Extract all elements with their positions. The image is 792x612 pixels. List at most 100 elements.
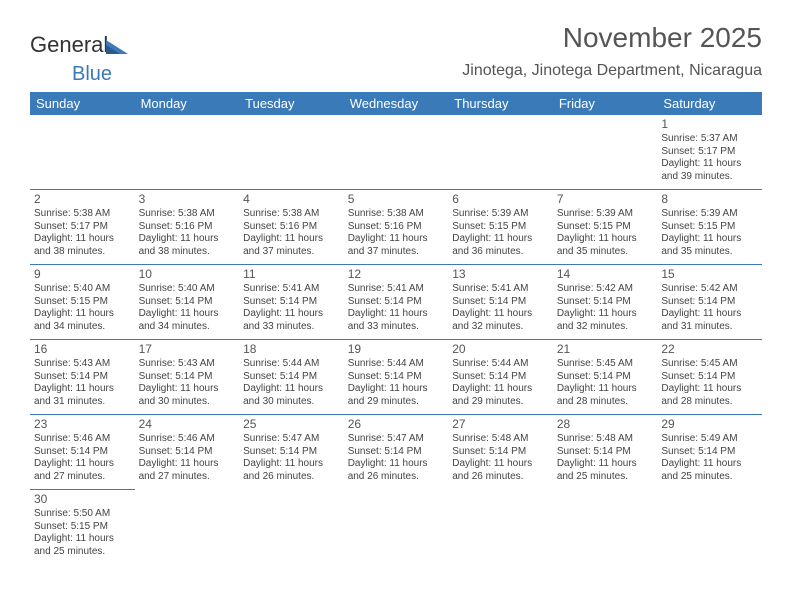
sunrise-text: Sunrise: 5:43 AM <box>139 358 236 371</box>
day-number: 16 <box>34 342 131 357</box>
day-number: 12 <box>348 267 445 282</box>
day-number: 19 <box>348 342 445 357</box>
calendar-day-cell: 27Sunrise: 5:48 AMSunset: 5:14 PMDayligh… <box>448 415 553 490</box>
calendar-header-row: SundayMondayTuesdayWednesdayThursdayFrid… <box>30 92 762 115</box>
daylight-text: Daylight: 11 hours and 25 minutes. <box>557 458 654 483</box>
daylight-text: Daylight: 11 hours and 27 minutes. <box>139 458 236 483</box>
daylight-text: Daylight: 11 hours and 35 minutes. <box>557 233 654 258</box>
daylight-text: Daylight: 11 hours and 35 minutes. <box>661 233 758 258</box>
calendar-day-cell: 15Sunrise: 5:42 AMSunset: 5:14 PMDayligh… <box>657 265 762 340</box>
logo: General Blue <box>30 32 128 86</box>
calendar-day-cell: 24Sunrise: 5:46 AMSunset: 5:14 PMDayligh… <box>135 415 240 490</box>
day-number: 23 <box>34 417 131 432</box>
calendar-day-cell <box>30 115 135 190</box>
daylight-text: Daylight: 11 hours and 26 minutes. <box>243 458 340 483</box>
calendar-header-cell: Monday <box>135 92 240 115</box>
calendar-day-cell: 12Sunrise: 5:41 AMSunset: 5:14 PMDayligh… <box>344 265 449 340</box>
sunset-text: Sunset: 5:14 PM <box>661 296 758 309</box>
calendar-day-cell: 17Sunrise: 5:43 AMSunset: 5:14 PMDayligh… <box>135 340 240 415</box>
sunrise-text: Sunrise: 5:41 AM <box>452 283 549 296</box>
sunrise-text: Sunrise: 5:40 AM <box>34 283 131 296</box>
calendar-day-cell <box>657 490 762 565</box>
sunrise-text: Sunrise: 5:41 AM <box>243 283 340 296</box>
sunset-text: Sunset: 5:14 PM <box>139 296 236 309</box>
day-number: 11 <box>243 267 340 282</box>
daylight-text: Daylight: 11 hours and 33 minutes. <box>243 308 340 333</box>
daylight-text: Daylight: 11 hours and 38 minutes. <box>34 233 131 258</box>
day-number: 18 <box>243 342 340 357</box>
page-subtitle: Jinotega, Jinotega Department, Nicaragua <box>462 62 762 80</box>
sunrise-text: Sunrise: 5:44 AM <box>243 358 340 371</box>
calendar-week-row: 1Sunrise: 5:37 AMSunset: 5:17 PMDaylight… <box>30 115 762 190</box>
sunrise-text: Sunrise: 5:43 AM <box>34 358 131 371</box>
calendar-day-cell <box>239 490 344 565</box>
calendar-day-cell: 3Sunrise: 5:38 AMSunset: 5:16 PMDaylight… <box>135 190 240 265</box>
daylight-text: Daylight: 11 hours and 32 minutes. <box>557 308 654 333</box>
sunrise-text: Sunrise: 5:48 AM <box>557 433 654 446</box>
calendar-day-cell: 5Sunrise: 5:38 AMSunset: 5:16 PMDaylight… <box>344 190 449 265</box>
sunset-text: Sunset: 5:15 PM <box>34 521 131 534</box>
sunset-text: Sunset: 5:14 PM <box>557 296 654 309</box>
daylight-text: Daylight: 11 hours and 26 minutes. <box>348 458 445 483</box>
sunset-text: Sunset: 5:16 PM <box>348 221 445 234</box>
day-number: 22 <box>661 342 758 357</box>
logo-text-2: Blue <box>72 63 112 85</box>
sunset-text: Sunset: 5:15 PM <box>557 221 654 234</box>
daylight-text: Daylight: 11 hours and 34 minutes. <box>139 308 236 333</box>
sunset-text: Sunset: 5:16 PM <box>243 221 340 234</box>
calendar-day-cell: 8Sunrise: 5:39 AMSunset: 5:15 PMDaylight… <box>657 190 762 265</box>
sunrise-text: Sunrise: 5:40 AM <box>139 283 236 296</box>
calendar-week-row: 23Sunrise: 5:46 AMSunset: 5:14 PMDayligh… <box>30 415 762 490</box>
calendar-day-cell: 10Sunrise: 5:40 AMSunset: 5:14 PMDayligh… <box>135 265 240 340</box>
sunset-text: Sunset: 5:14 PM <box>34 371 131 384</box>
calendar-header-cell: Thursday <box>448 92 553 115</box>
calendar-body: 1Sunrise: 5:37 AMSunset: 5:17 PMDaylight… <box>30 115 762 564</box>
calendar-day-cell: 9Sunrise: 5:40 AMSunset: 5:15 PMDaylight… <box>30 265 135 340</box>
daylight-text: Daylight: 11 hours and 29 minutes. <box>452 383 549 408</box>
calendar-day-cell: 11Sunrise: 5:41 AMSunset: 5:14 PMDayligh… <box>239 265 344 340</box>
daylight-text: Daylight: 11 hours and 36 minutes. <box>452 233 549 258</box>
sunset-text: Sunset: 5:17 PM <box>661 146 758 159</box>
sunrise-text: Sunrise: 5:48 AM <box>452 433 549 446</box>
sunset-text: Sunset: 5:14 PM <box>661 371 758 384</box>
calendar-day-cell <box>344 490 449 565</box>
sunrise-text: Sunrise: 5:44 AM <box>452 358 549 371</box>
sunrise-text: Sunrise: 5:38 AM <box>34 208 131 221</box>
day-number: 13 <box>452 267 549 282</box>
day-number: 2 <box>34 192 131 207</box>
calendar-day-cell: 4Sunrise: 5:38 AMSunset: 5:16 PMDaylight… <box>239 190 344 265</box>
sunrise-text: Sunrise: 5:50 AM <box>34 508 131 521</box>
sunrise-text: Sunrise: 5:38 AM <box>348 208 445 221</box>
day-number: 27 <box>452 417 549 432</box>
day-number: 3 <box>139 192 236 207</box>
sunrise-text: Sunrise: 5:49 AM <box>661 433 758 446</box>
daylight-text: Daylight: 11 hours and 37 minutes. <box>243 233 340 258</box>
calendar-day-cell: 2Sunrise: 5:38 AMSunset: 5:17 PMDaylight… <box>30 190 135 265</box>
sunrise-text: Sunrise: 5:37 AM <box>661 133 758 146</box>
calendar-day-cell <box>448 115 553 190</box>
calendar-day-cell: 1Sunrise: 5:37 AMSunset: 5:17 PMDaylight… <box>657 115 762 190</box>
day-number: 26 <box>348 417 445 432</box>
daylight-text: Daylight: 11 hours and 28 minutes. <box>557 383 654 408</box>
sunset-text: Sunset: 5:14 PM <box>348 446 445 459</box>
sunset-text: Sunset: 5:16 PM <box>139 221 236 234</box>
sunrise-text: Sunrise: 5:42 AM <box>661 283 758 296</box>
calendar-day-cell: 7Sunrise: 5:39 AMSunset: 5:15 PMDaylight… <box>553 190 658 265</box>
calendar-table: SundayMondayTuesdayWednesdayThursdayFrid… <box>30 92 762 564</box>
sunset-text: Sunset: 5:14 PM <box>139 446 236 459</box>
daylight-text: Daylight: 11 hours and 26 minutes. <box>452 458 549 483</box>
sunset-text: Sunset: 5:14 PM <box>452 296 549 309</box>
sunrise-text: Sunrise: 5:39 AM <box>557 208 654 221</box>
day-number: 25 <box>243 417 340 432</box>
calendar-header-cell: Wednesday <box>344 92 449 115</box>
daylight-text: Daylight: 11 hours and 38 minutes. <box>139 233 236 258</box>
daylight-text: Daylight: 11 hours and 34 minutes. <box>34 308 131 333</box>
calendar-week-row: 2Sunrise: 5:38 AMSunset: 5:17 PMDaylight… <box>30 190 762 265</box>
daylight-text: Daylight: 11 hours and 25 minutes. <box>661 458 758 483</box>
calendar-day-cell: 28Sunrise: 5:48 AMSunset: 5:14 PMDayligh… <box>553 415 658 490</box>
calendar-day-cell: 18Sunrise: 5:44 AMSunset: 5:14 PMDayligh… <box>239 340 344 415</box>
sunrise-text: Sunrise: 5:39 AM <box>661 208 758 221</box>
calendar-header-cell: Sunday <box>30 92 135 115</box>
calendar-day-cell: 29Sunrise: 5:49 AMSunset: 5:14 PMDayligh… <box>657 415 762 490</box>
calendar-day-cell <box>553 490 658 565</box>
